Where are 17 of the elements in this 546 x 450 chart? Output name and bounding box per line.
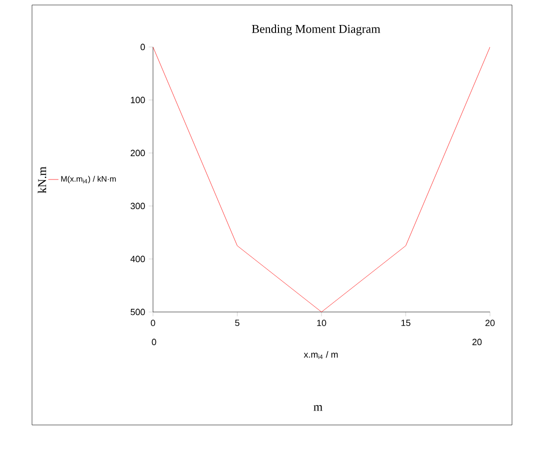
y-tick-label: 500	[130, 308, 145, 316]
x-tick-label: 10	[317, 320, 326, 326]
x-tick-label: 5	[235, 320, 240, 326]
x-tick-label: 0	[150, 320, 156, 326]
x-tick-label: 15	[401, 320, 410, 326]
text: kN.m	[38, 166, 46, 194]
x-axis-title: x.m$_{i4}$ / m	[304, 351, 338, 359]
y-tick-label: 300	[130, 202, 145, 210]
y-tick-label: 200	[130, 150, 145, 156]
x-tick-label: 20	[485, 320, 495, 326]
text: 0	[152, 338, 156, 346]
y-tick-label: 0	[140, 44, 145, 50]
text: 20	[472, 338, 482, 346]
y-tick-label: 100	[130, 96, 145, 104]
chart-title: Bending Moment Diagram	[252, 24, 380, 36]
y-tick-label: 400	[130, 256, 145, 262]
text: m	[314, 405, 322, 411]
